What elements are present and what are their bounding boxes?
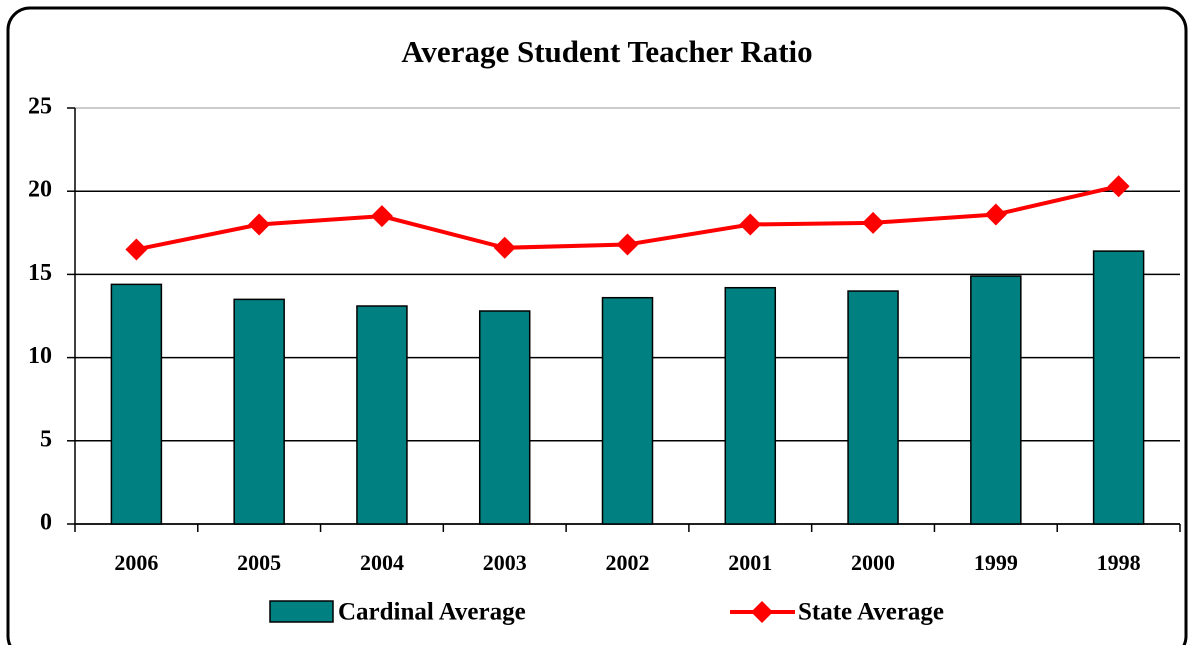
marker (862, 211, 885, 234)
x-tick-label: 2004 (360, 550, 404, 575)
bar (724, 286, 777, 525)
bar (970, 275, 1022, 525)
bar (1092, 250, 1145, 525)
x-tick-label: 2002 (606, 550, 650, 575)
bar (110, 283, 163, 525)
y-tick-label: 20 (28, 177, 52, 203)
marker (616, 233, 639, 256)
x-tick-label: 2006 (114, 550, 158, 575)
marker (493, 236, 516, 259)
x-tick-label: 2005 (237, 550, 281, 575)
marker (248, 213, 271, 236)
y-tick-label: 5 (40, 426, 52, 452)
x-tick-label: 2000 (851, 550, 895, 575)
legend-swatch (269, 600, 334, 623)
marker (739, 213, 762, 236)
legend-label: State Average (798, 599, 944, 626)
bar (601, 296, 654, 525)
x-tick-label: 1998 (1097, 550, 1141, 575)
marker (984, 203, 1007, 226)
x-tick-label: 1999 (974, 550, 1018, 575)
y-tick-label: 0 (40, 510, 52, 536)
bar (233, 298, 285, 525)
y-tick-label: 10 (28, 343, 52, 369)
y-tick-label: 25 (28, 94, 52, 120)
bar (847, 290, 899, 525)
bar (478, 310, 531, 525)
x-tick-label: 2001 (728, 550, 772, 575)
legend-marker (751, 601, 773, 623)
y-tick-label: 15 (28, 260, 52, 286)
marker (370, 205, 393, 228)
marker (1107, 175, 1130, 198)
marker (125, 238, 148, 261)
x-tick-label: 2003 (483, 550, 527, 575)
legend-label: Cardinal Average (338, 599, 526, 626)
chart-title: Average Student Teacher Ratio (401, 34, 812, 69)
bar (356, 305, 408, 525)
